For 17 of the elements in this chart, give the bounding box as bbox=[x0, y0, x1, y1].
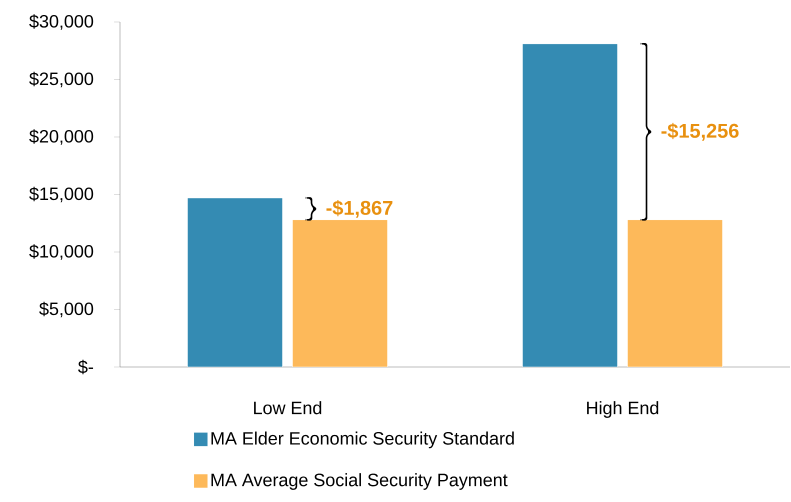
bar bbox=[522, 44, 618, 367]
y-tick-label: $25,000 bbox=[29, 72, 94, 88]
legend-label: MA Average Social Security Payment bbox=[211, 473, 508, 490]
annotation: -$1,867 bbox=[326, 200, 392, 218]
x-tick-label: Low End bbox=[254, 401, 322, 414]
annotation: -$15,256 bbox=[661, 122, 739, 141]
y-tick-label: $10,000 bbox=[29, 244, 94, 260]
legend-label: MA Elder Economic Security Standard bbox=[211, 432, 514, 448]
y-tick-label: $30,000 bbox=[29, 14, 94, 30]
y-tick-label: $5,000 bbox=[39, 302, 94, 318]
x-tick-label: High End bbox=[587, 401, 658, 418]
bar bbox=[187, 198, 283, 367]
bar bbox=[292, 220, 388, 367]
y-tick-label: $15,000 bbox=[29, 186, 94, 202]
y-tick-label: $20,000 bbox=[29, 129, 94, 145]
bar bbox=[627, 220, 723, 367]
y-tick-label: $- bbox=[78, 360, 94, 374]
